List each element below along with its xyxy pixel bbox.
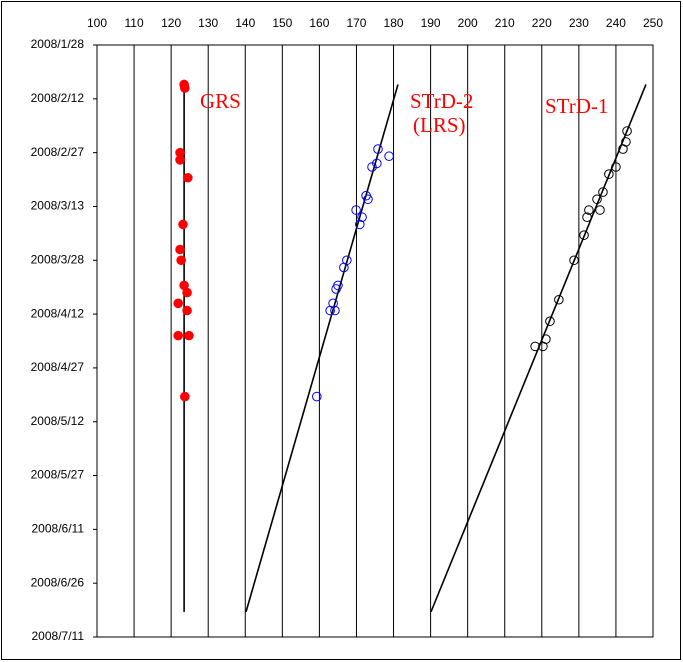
fit-line: [245, 84, 399, 613]
x-tick-label: 110: [124, 16, 143, 30]
data-point: [180, 83, 190, 93]
data-point: [592, 194, 602, 205]
data-point: [180, 391, 190, 402]
y-tick-label: 2008/6/26: [31, 575, 85, 589]
data-point: [582, 212, 592, 223]
y-tick-label: 2008/5/27: [31, 468, 85, 482]
data-point: [175, 155, 185, 165]
data-point: [367, 162, 377, 172]
x-tick-label: 130: [198, 16, 218, 30]
data-point: [176, 255, 186, 266]
x-tick-label: 250: [643, 16, 663, 30]
x-tick-label: 180: [384, 16, 404, 30]
y-tick-label: 2008/5/12: [31, 414, 85, 428]
data-point: [351, 205, 361, 215]
y-tick-label: 2008/3/28: [31, 252, 85, 266]
y-tick-label: 2008/7/11: [32, 629, 85, 643]
data-point: [554, 294, 564, 305]
data-point: [178, 219, 188, 230]
data-point: [325, 305, 335, 316]
x-tick-label: 200: [458, 16, 478, 30]
data-point: [184, 330, 194, 341]
data-point: [312, 391, 322, 402]
data-point: [182, 287, 192, 298]
data-point: [538, 341, 548, 352]
y-tick-label: 2008/3/13: [31, 199, 85, 213]
plot-frame: [96, 44, 654, 638]
y-tick-label: 2008/6/11: [32, 522, 85, 536]
y-tick-label: 2008/2/12: [31, 91, 85, 105]
data-point: [339, 262, 349, 273]
data-point: [545, 316, 555, 327]
x-tick-label: 210: [495, 16, 515, 30]
y-tick-label: 2008/4/12: [31, 306, 85, 320]
x-tick-label: 100: [87, 16, 107, 30]
series-label: GRS: [200, 89, 241, 113]
data-point: [173, 330, 183, 341]
data-point: [579, 230, 589, 240]
data-point: [183, 172, 193, 183]
y-tick-label: 2008/4/27: [31, 360, 85, 374]
data-point: [598, 187, 608, 197]
data-point: [355, 219, 365, 230]
data-point: [182, 305, 192, 316]
data-point: [330, 305, 340, 316]
x-tick-label: 160: [309, 16, 329, 30]
data-point: [384, 151, 394, 162]
series-label: STrD-1: [545, 94, 608, 118]
series-label: STrD-2 (LRS): [410, 89, 473, 137]
x-tick-label: 150: [272, 16, 292, 30]
data-point: [604, 169, 614, 179]
y-tick-label: 2008/2/27: [31, 145, 85, 159]
data-point: [357, 212, 367, 223]
data-point: [595, 205, 605, 215]
data-point: [569, 255, 579, 266]
x-tick-label: 170: [346, 16, 366, 30]
x-tick-label: 240: [606, 16, 626, 30]
x-tick-label: 120: [161, 16, 181, 30]
data-point: [618, 144, 628, 154]
data-point: [611, 162, 621, 172]
data-point: [373, 144, 383, 154]
data-point: [530, 341, 540, 352]
x-tick-label: 190: [421, 16, 441, 30]
y-tick-label: 2008/1/28: [31, 37, 85, 51]
x-tick-label: 230: [569, 16, 589, 30]
data-point: [622, 126, 632, 136]
data-point: [372, 158, 382, 169]
data-point: [363, 194, 373, 205]
x-tick-label: 140: [235, 16, 255, 30]
data-point: [331, 284, 341, 294]
x-tick-label: 220: [532, 16, 552, 30]
data-point: [584, 205, 594, 215]
data-point: [173, 298, 183, 309]
data-point: [175, 244, 185, 255]
